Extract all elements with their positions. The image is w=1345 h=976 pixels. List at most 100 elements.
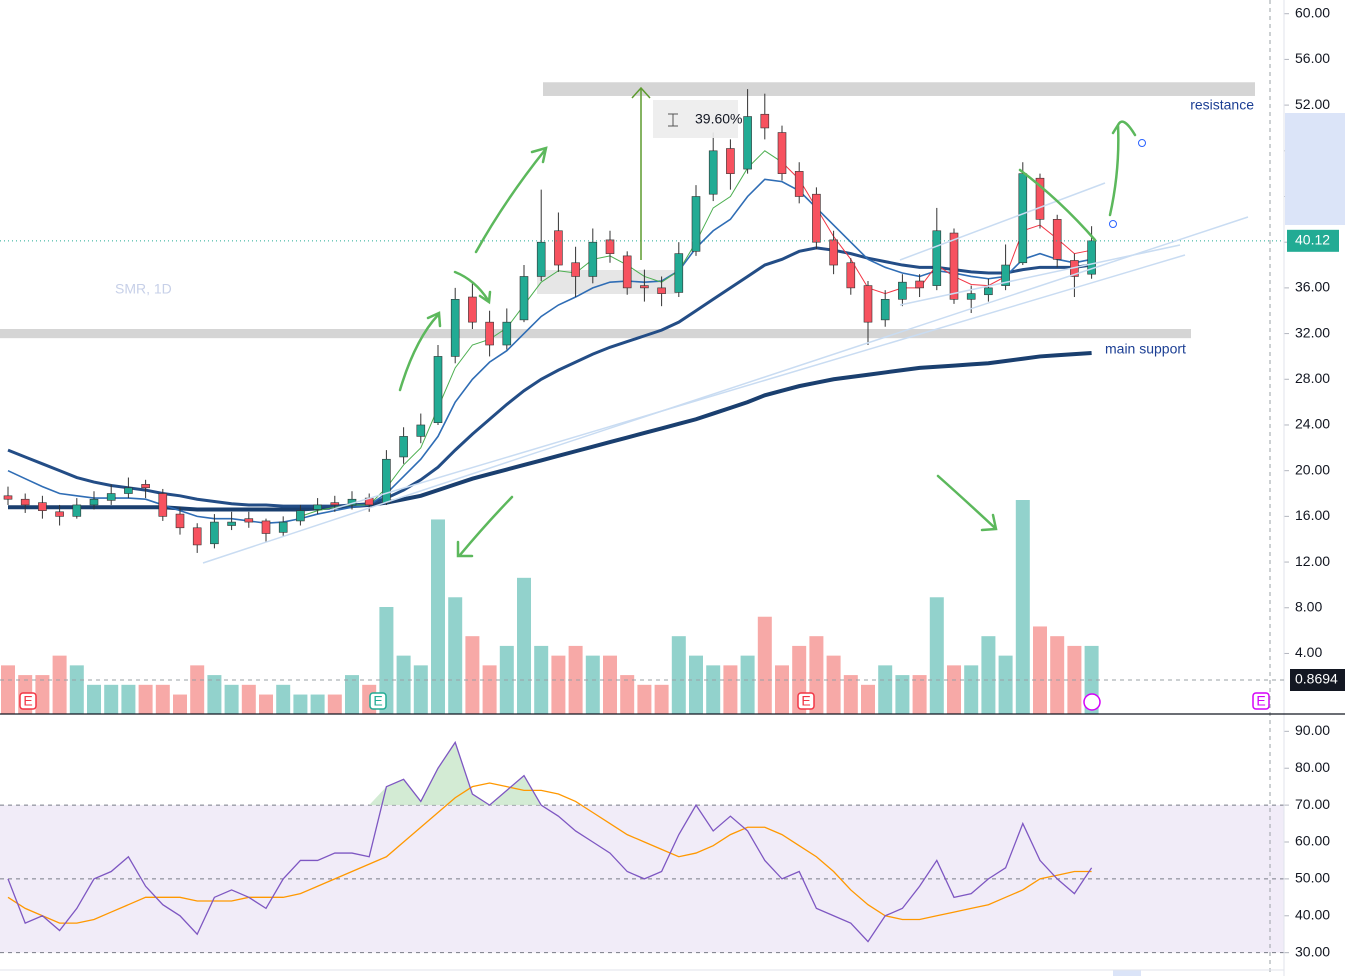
candle-body — [794, 171, 804, 197]
candle-body — [519, 276, 529, 321]
candle-body — [674, 253, 684, 293]
candle-body — [863, 285, 873, 323]
volume-bar — [861, 684, 875, 714]
rsi-tick-label: 50.00 — [1295, 870, 1330, 886]
volume-bar — [413, 665, 428, 714]
candle-body — [227, 521, 236, 526]
volume-bar — [431, 519, 445, 714]
earnings-marker — [369, 692, 387, 710]
volume-bar — [964, 665, 979, 714]
trend-line — [329, 254, 1186, 511]
volume-bar — [1, 665, 15, 714]
candle-body — [949, 232, 959, 300]
volume-bar — [87, 684, 101, 714]
candle-body — [898, 281, 907, 300]
trend-line — [202, 216, 1249, 564]
candle-body — [554, 230, 563, 266]
volume-bar — [878, 665, 893, 714]
annotation-resistance: resistance — [1190, 97, 1254, 113]
earnings-label: E — [1256, 693, 1265, 709]
volume-bar — [1050, 636, 1065, 714]
volume-bar — [534, 645, 549, 714]
candle-body — [743, 116, 752, 170]
rsi-line — [7, 740, 1093, 943]
volume-bar — [723, 665, 738, 714]
candle-body — [932, 230, 942, 286]
arrow — [936, 474, 998, 532]
volume-badge — [1290, 669, 1345, 691]
candle-body — [536, 241, 546, 277]
rsi-tick-label: 80.00 — [1295, 759, 1330, 775]
candle-body — [141, 484, 150, 489]
y-tick-label: 24.00 — [1295, 416, 1330, 432]
handle — [1138, 139, 1146, 147]
candle-body — [313, 504, 322, 510]
moving-average — [300, 150, 783, 517]
volume-bar — [173, 694, 187, 714]
candle-body — [588, 241, 598, 277]
candle-body — [915, 280, 924, 289]
candle-body — [106, 493, 116, 501]
candle-body — [640, 285, 649, 289]
volume-bar — [69, 665, 84, 714]
volume-bar — [52, 655, 67, 714]
candle-body — [502, 321, 512, 346]
candle-body — [416, 424, 426, 437]
rsi-tick-label: 70.00 — [1295, 796, 1330, 812]
candle-body — [760, 113, 770, 129]
earnings-label: E — [801, 693, 810, 709]
volume-bar — [207, 675, 222, 714]
earnings-marker — [797, 692, 815, 710]
volume-bar — [190, 665, 205, 714]
candle-body — [72, 504, 82, 517]
volume-bar — [826, 655, 841, 714]
candle-body — [1001, 264, 1010, 286]
arrow — [474, 146, 548, 254]
volume-bar — [310, 694, 325, 714]
measure-arrow-head — [631, 86, 651, 99]
candle-body — [812, 193, 821, 243]
earnings-label: E — [373, 693, 382, 709]
candle-body — [89, 498, 99, 506]
earnings-marker — [1252, 692, 1270, 710]
volume-bar — [259, 694, 273, 714]
candle-body — [829, 239, 838, 266]
measure-box — [653, 100, 738, 138]
time-selection — [1113, 970, 1141, 976]
support-zone — [0, 329, 1191, 339]
candle-body — [399, 436, 408, 458]
candle-body — [622, 255, 632, 289]
candle-body — [433, 356, 443, 423]
candle-body — [278, 521, 288, 533]
arrow — [1018, 168, 1097, 242]
volume-bar — [998, 655, 1013, 714]
candle-body — [1018, 173, 1028, 264]
volume-bar — [517, 577, 531, 714]
candle-body — [3, 495, 13, 500]
y-tick-label: 4.00 — [1295, 644, 1322, 660]
measure-icon — [668, 113, 678, 127]
y-tick-label: 32.00 — [1295, 324, 1330, 340]
dividend-marker — [1083, 693, 1101, 711]
volume-bar — [585, 655, 600, 714]
candle-body — [261, 520, 271, 534]
volume-bar — [620, 675, 635, 714]
y-tick-label: 20.00 — [1295, 461, 1330, 477]
price-badge-label: 40.12 — [1295, 232, 1330, 248]
candle-body — [691, 196, 701, 252]
candle-body — [468, 296, 477, 323]
candle-body — [571, 262, 580, 277]
volume-bar — [706, 665, 721, 714]
volume-bar — [1033, 626, 1047, 714]
arrow — [398, 311, 442, 392]
volume-bar — [465, 636, 480, 714]
volume-bar — [121, 684, 136, 714]
volume-bar — [35, 675, 50, 714]
candle-body — [175, 513, 185, 529]
volume-bar — [637, 684, 652, 714]
y-tick-label: 60.00 — [1295, 4, 1330, 20]
axis-selection — [1285, 113, 1345, 225]
volume-bar — [740, 655, 755, 714]
